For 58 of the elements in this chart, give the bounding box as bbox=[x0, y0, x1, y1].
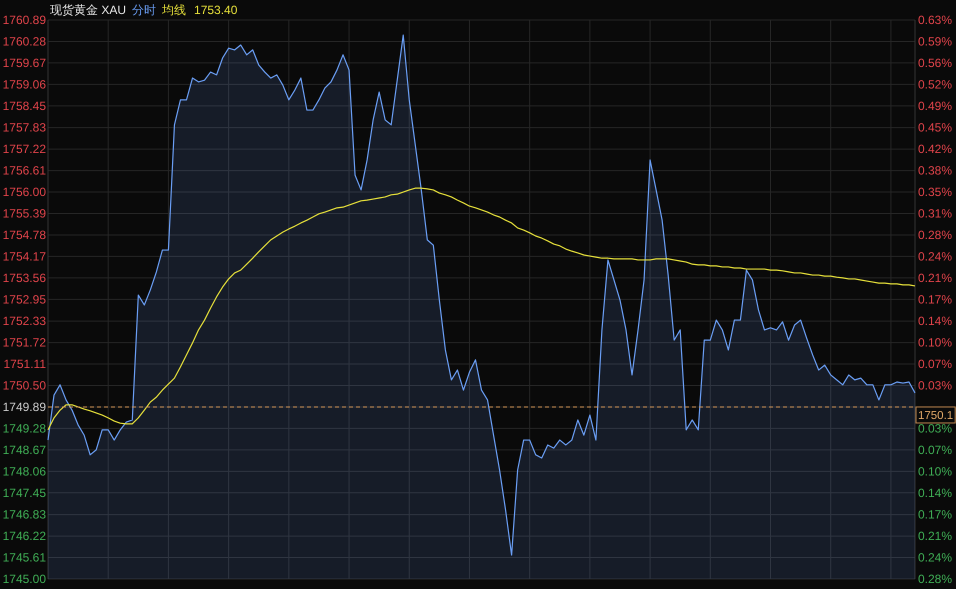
y2-tick-label: 0.28% bbox=[918, 572, 952, 586]
y-tick-label: 1760.89 bbox=[2, 13, 46, 27]
y-tick-label: 1756.61 bbox=[2, 164, 46, 178]
y2-tick-label: 0.03% bbox=[918, 378, 952, 393]
y-tick-label: 1758.45 bbox=[2, 98, 46, 113]
y-tick-label: 1752.33 bbox=[2, 314, 46, 328]
y-tick-label: 1745.61 bbox=[2, 550, 46, 565]
y2-tick-label: 0.52% bbox=[918, 77, 952, 92]
y2-tick-label: 0.10% bbox=[918, 335, 952, 350]
y2-tick-label: 0.35% bbox=[918, 185, 952, 200]
y-tick-label: 1757.22 bbox=[2, 142, 46, 156]
y-tick-label: 1751.11 bbox=[4, 357, 46, 372]
y-tick-label: 1748.06 bbox=[2, 464, 46, 478]
y-tick-label: 1746.22 bbox=[2, 529, 46, 544]
y-tick-label: 1752.95 bbox=[2, 292, 46, 306]
y2-tick-label: 0.21% bbox=[918, 529, 952, 544]
y2-tick-label: 0.24% bbox=[918, 249, 952, 264]
y2-tick-label: 0.28% bbox=[918, 228, 952, 242]
y2-tick-label: 0.31% bbox=[918, 206, 952, 220]
y2-tick-label: 0.49% bbox=[918, 98, 952, 113]
y2-tick-label: 0.63% bbox=[918, 13, 952, 27]
y2-tick-label: 0.38% bbox=[918, 163, 952, 178]
y2-tick-label: 0.17% bbox=[918, 507, 952, 522]
y2-tick-label: 0.14% bbox=[918, 486, 952, 500]
y-tick-label: 1750.50 bbox=[2, 378, 46, 393]
y-tick-label: 1751.72 bbox=[2, 336, 46, 350]
chart-title: 现货黄金 XAU bbox=[50, 3, 126, 17]
y-tick-label: 1747.45 bbox=[2, 486, 46, 500]
y-tick-label: 1749.89 bbox=[2, 400, 46, 414]
y2-tick-label: 0.03% bbox=[918, 421, 952, 436]
y-tick-label: 1756.00 bbox=[2, 185, 46, 200]
y-tick-label: 1753.56 bbox=[2, 270, 46, 285]
line-series bbox=[47, 188, 916, 430]
y2-tick-label: 0.07% bbox=[918, 357, 952, 372]
y2-tick-label: 0.07% bbox=[918, 442, 952, 457]
y2-tick-label: 0.59% bbox=[918, 34, 952, 48]
y-tick-label: 1749.28 bbox=[2, 421, 46, 436]
legend: 分时 均线 bbox=[132, 3, 186, 17]
y2-tick-label: 0.45% bbox=[918, 120, 952, 134]
y-tick-label: 1754.17 bbox=[2, 249, 46, 264]
y-tick-label: 1754.78 bbox=[2, 228, 46, 242]
y2-tick-label: 0.17% bbox=[918, 292, 952, 306]
y-tick-label: 1748.67 bbox=[2, 442, 46, 457]
y2-tick-label: 0.24% bbox=[918, 550, 952, 565]
y-tick-label: 1757.83 bbox=[2, 120, 46, 135]
y-tick-label: 1759.06 bbox=[2, 77, 46, 92]
y2-tick-label: 0.21% bbox=[918, 270, 952, 285]
y-tick-label: 1745.00 bbox=[2, 572, 46, 586]
y2-tick-label: 0.42% bbox=[918, 142, 952, 156]
y2-tick-label: 0.56% bbox=[918, 56, 952, 70]
y2-tick-label: 0.14% bbox=[918, 314, 952, 328]
y2-tick-label: 0.10% bbox=[918, 464, 952, 479]
y-tick-label: 1755.39 bbox=[2, 206, 46, 220]
y-tick-label: 1759.67 bbox=[2, 56, 46, 70]
y-tick-label: 1746.83 bbox=[2, 508, 46, 522]
text: 1753.40 bbox=[194, 3, 238, 17]
y-tick-label: 1760.28 bbox=[2, 34, 46, 48]
text: 1750.1 bbox=[918, 410, 954, 422]
